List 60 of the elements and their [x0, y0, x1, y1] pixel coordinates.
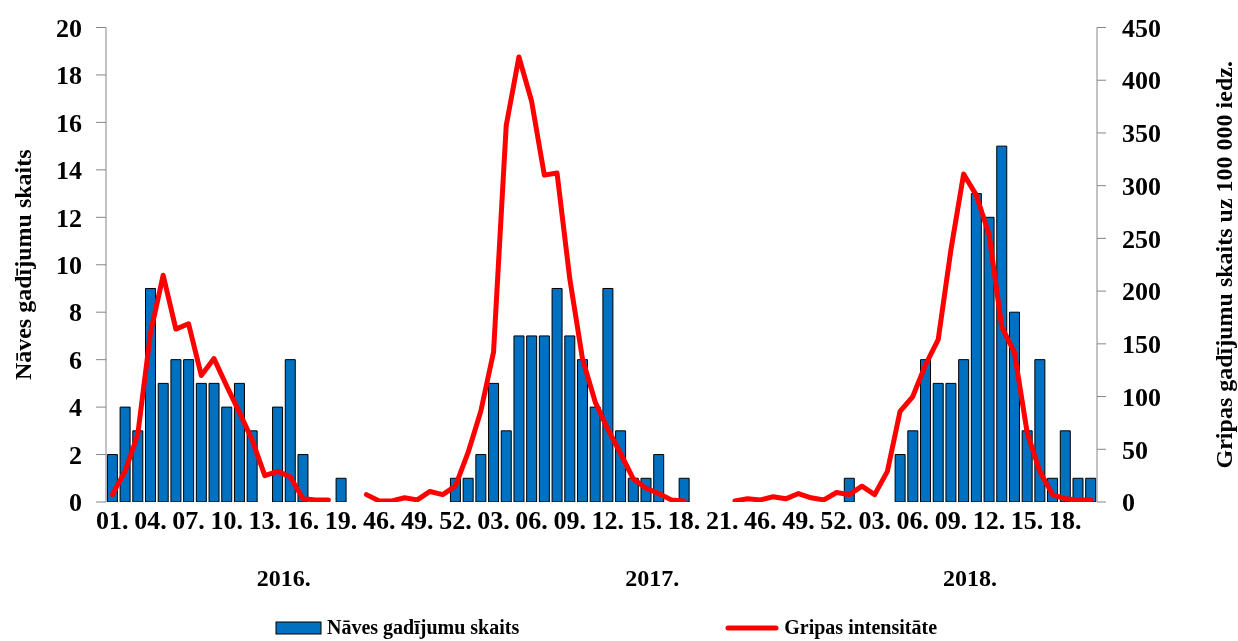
- x-tick-label: 06.: [515, 505, 548, 535]
- x-tick-label: 21.: [705, 505, 739, 535]
- y-tick-label: 18: [56, 61, 82, 91]
- x-tick-label: 06.: [896, 505, 930, 535]
- y-tick-label: 14: [56, 156, 82, 186]
- y2-tick-label: 300: [1122, 171, 1161, 201]
- bar: [488, 382, 500, 502]
- bar: [920, 359, 932, 502]
- x-tick-label: 49.: [782, 505, 815, 535]
- x-tick-label: 52.: [820, 505, 853, 535]
- x-tick-label: 49.: [401, 505, 434, 535]
- text: 2018.: [942, 564, 997, 592]
- x-tick-label: 09.: [934, 505, 968, 535]
- bar: [576, 359, 588, 502]
- x-tick-label: 12.: [972, 505, 1006, 535]
- x-tick-label: 46.: [744, 505, 777, 535]
- x-tick-label: 15.: [629, 505, 663, 535]
- x-tick-label: 52.: [439, 505, 472, 535]
- x-tick-label: 07.: [172, 505, 205, 535]
- x-tick-label: 09.: [553, 505, 586, 535]
- x-tick-label: 10.: [210, 505, 243, 535]
- x-tick-label: 46.: [362, 505, 396, 535]
- y-tick-label: 0: [69, 488, 82, 518]
- y2-tick-label: 450: [1122, 13, 1161, 43]
- y2-tick-label: 350: [1122, 119, 1161, 149]
- x-tick-label: 15.: [1010, 505, 1044, 535]
- x-tick-label: 19.: [324, 505, 358, 535]
- text: 2017.: [625, 564, 680, 592]
- y2-tick-label: 200: [1122, 277, 1161, 307]
- y2-tick-label: 400: [1122, 66, 1161, 96]
- x-tick-label: 18.: [1048, 505, 1082, 535]
- y2-tick-label: 0: [1122, 488, 1135, 518]
- y2-tick-label: 50: [1122, 435, 1148, 465]
- x-tick-label: 16.: [286, 505, 320, 535]
- legend-label: Nāves gadījumu skaits: [326, 616, 520, 639]
- y-tick-label: 2: [69, 440, 82, 470]
- y2-axis-title: Gripas gadījumu skaits uz 100 000 iedz.: [1211, 61, 1237, 469]
- y-tick-label: 8: [69, 298, 82, 328]
- y-tick-label: 16: [56, 108, 82, 138]
- x-tick-label: 04.: [134, 505, 167, 535]
- legend-label: Gripas intensitāte: [784, 616, 938, 639]
- x-tick-label: 03.: [477, 505, 510, 535]
- text: 2016.: [256, 564, 311, 592]
- x-tick-label: 18.: [667, 505, 701, 535]
- y-axis-title: Nāves gadījumu skaits: [10, 149, 36, 381]
- bar: [272, 406, 284, 502]
- x-tick-label: 12.: [591, 505, 625, 535]
- y2-tick-label: 250: [1122, 224, 1161, 254]
- y-tick-label: 20: [56, 13, 82, 43]
- y-tick-label: 6: [69, 345, 82, 375]
- y-tick-label: 10: [56, 250, 82, 280]
- x-tick-label: 13.: [248, 505, 282, 535]
- y2-tick-label: 150: [1122, 330, 1161, 360]
- y2-tick-label: 100: [1122, 382, 1161, 412]
- y-tick-label: 4: [69, 393, 82, 423]
- x-tick-label: 03.: [858, 505, 891, 535]
- x-tick-label: 01.: [96, 505, 129, 535]
- y-tick-label: 12: [56, 203, 82, 233]
- bar: [233, 382, 245, 502]
- bar: [335, 477, 347, 502]
